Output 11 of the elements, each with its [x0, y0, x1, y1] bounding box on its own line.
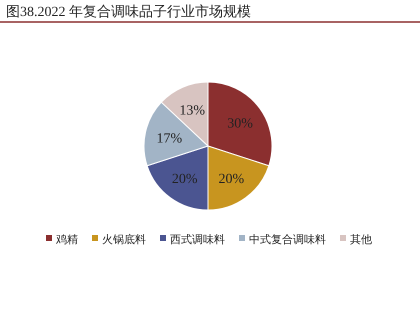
- data-label: 20%: [172, 172, 198, 188]
- legend-label: 火锅底料: [102, 233, 146, 246]
- data-label: 20%: [218, 172, 244, 188]
- legend-label: 中式复合调味料: [249, 233, 326, 246]
- legend-label: 鸡精: [55, 234, 78, 246]
- chart-title: 图38.2022 年复合调味品子行业市场规模: [6, 4, 251, 20]
- data-label: 17%: [156, 131, 182, 146]
- data-label: 30%: [227, 116, 254, 132]
- legend-label: 其他: [350, 233, 372, 246]
- legend-label: 西式调味料: [170, 233, 225, 246]
- data-label: 13%: [179, 104, 206, 119]
